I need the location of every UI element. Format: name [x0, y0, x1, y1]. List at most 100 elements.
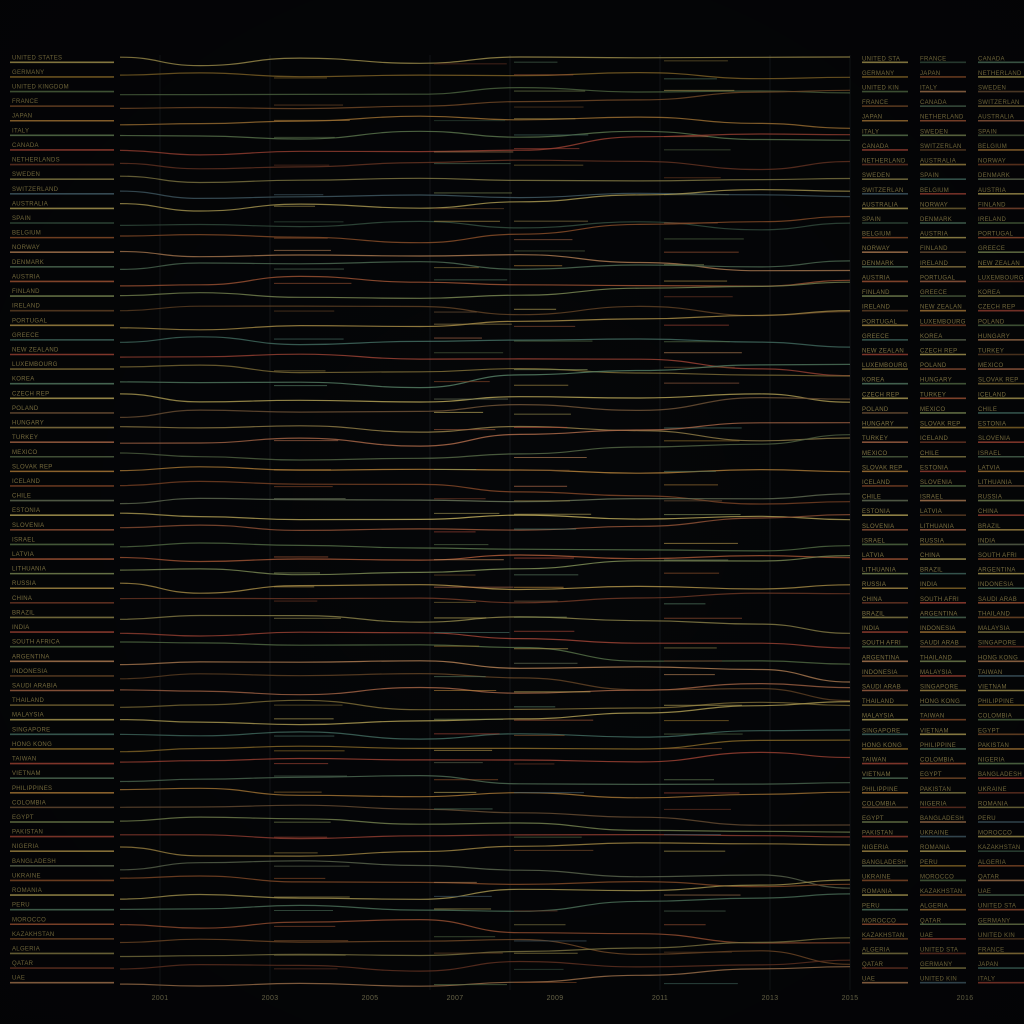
- series-right-label: INDIA: [920, 582, 938, 588]
- series-left-label: CANADA: [12, 143, 39, 149]
- axis-tick-label: 2003: [262, 995, 279, 1002]
- series-right-label: BRAZIL: [978, 524, 1001, 530]
- series-left-label: GREECE: [12, 333, 39, 339]
- series-left-label: EGYPT: [12, 815, 34, 821]
- series-right-label: SLOVAK REP: [978, 378, 1019, 384]
- series-right-label: ESTONIA: [862, 509, 890, 515]
- series-right-label: NEW ZEALAN: [862, 348, 904, 354]
- series-right-label: SWITZERLAN: [978, 100, 1020, 106]
- series-left-label: UNITED KINGDOM: [12, 85, 69, 91]
- series-right-label: LATVIA: [862, 553, 884, 559]
- series-left-label: ICELAND: [12, 479, 40, 485]
- series-right-label: KOREA: [978, 290, 1001, 296]
- series-right-label: SWEDEN: [862, 173, 890, 179]
- series-right-label: LATVIA: [920, 509, 942, 515]
- series-right-label: THAILAND: [978, 611, 1010, 617]
- series-left-label: AUSTRALIA: [12, 201, 48, 207]
- series-left-label: LITHUANIA: [12, 567, 46, 573]
- series-left-label: ROMANIA: [12, 888, 42, 894]
- series-left-label: COLOMBIA: [12, 800, 46, 806]
- series-right-label: BANGLADESH: [978, 772, 1022, 778]
- series-left-label: HONG KONG: [12, 742, 52, 748]
- series-right-label: UNITED KIN: [920, 977, 957, 983]
- series-right-label: UNITED KIN: [978, 933, 1015, 939]
- series-right-label: BRAZIL: [920, 568, 943, 574]
- series-right-label: SAUDI ARAB: [920, 641, 959, 647]
- series-left-label: NORWAY: [12, 245, 40, 251]
- series-right-label: PAKISTAN: [862, 831, 893, 837]
- series-right-label: MEXICO: [978, 363, 1004, 369]
- axis-tick-label: 2007: [447, 995, 464, 1002]
- axis-tick-label: 2011: [652, 995, 668, 1002]
- series-right-label: COLOMBIA: [862, 801, 896, 807]
- series-right-label: CANADA: [920, 100, 947, 106]
- series-right-label: ICELAND: [978, 392, 1006, 398]
- series-right-label: ARGENTINA: [862, 655, 900, 661]
- series-right-label: VIETNAM: [862, 772, 891, 778]
- series-right-label: SLOVENIA: [862, 524, 894, 530]
- series-right-label: HONG KONG: [862, 743, 902, 749]
- series-right-label: NEW ZEALAN: [978, 261, 1020, 267]
- series-left-label: NIGERIA: [12, 844, 39, 850]
- series-right-label: SLOVAK REP: [920, 422, 961, 428]
- series-left-label: MALAYSIA: [12, 713, 44, 719]
- series-left-label: POLAND: [12, 406, 39, 412]
- series-right-label: BANGLADESH: [920, 816, 964, 822]
- series-right-label: MEXICO: [862, 451, 888, 457]
- series-right-label: NIGERIA: [862, 845, 889, 851]
- series-left-label: NETHERLANDS: [12, 158, 60, 164]
- series-right-label: PERU: [920, 860, 938, 866]
- series-right-label: GERMANY: [862, 71, 894, 77]
- series-left-label: INDIA: [12, 625, 30, 631]
- series-left-label: IRELAND: [12, 304, 40, 310]
- series-left-label: KAZAKHSTAN: [12, 932, 55, 938]
- series-right-label: UKRAINE: [862, 874, 891, 880]
- series-left-label: GERMANY: [12, 70, 44, 76]
- series-right-label: NIGERIA: [920, 801, 947, 807]
- axis-tick-label: 2013: [762, 995, 779, 1002]
- series-right-label: PORTUGAL: [920, 275, 956, 281]
- series-left-label: CHILE: [12, 494, 31, 500]
- series-left-label: NEW ZEALAND: [12, 347, 59, 353]
- series-right-label: ITALY: [978, 977, 995, 983]
- series-right-label: PHILIPPINE: [978, 699, 1014, 705]
- series-right-label: UAE: [862, 977, 875, 983]
- series-right-label: SOUTH AFRI: [978, 553, 1017, 559]
- series-right-label: ISRAEL: [978, 451, 1002, 457]
- series-right-label: SINGAPORE: [978, 641, 1016, 647]
- series-right-label: UNITED STA: [978, 904, 1016, 910]
- series-right-label: HONG KONG: [978, 655, 1018, 661]
- series-right-label: UKRAINE: [978, 787, 1007, 793]
- series-right-label: SAUDI ARAB: [978, 597, 1017, 603]
- series-right-label: SPAIN: [920, 173, 939, 179]
- series-right-label: ISRAEL: [862, 538, 886, 544]
- series-right-label: KAZAKHSTAN: [978, 845, 1021, 851]
- series-right-label: GERMANY: [920, 962, 952, 968]
- series-right-label: BELGIUM: [978, 144, 1007, 150]
- series-left-label: UNITED STATES: [12, 55, 62, 61]
- series-right-label: POLAND: [862, 407, 889, 413]
- series-right-label: AUSTRALIA: [978, 115, 1014, 121]
- series-right-label: COLOMBIA: [978, 714, 1012, 720]
- series-right-label: HONG KONG: [920, 699, 960, 705]
- series-left-label: INDONESIA: [12, 669, 48, 675]
- series-right-label: ALGERIA: [978, 860, 1006, 866]
- series-right-label: INDIA: [862, 626, 880, 632]
- series-right-label: LITHUANIA: [862, 568, 896, 574]
- series-right-label: SINGAPORE: [862, 728, 900, 734]
- series-right-label: LUXEMBOURG: [862, 363, 908, 369]
- series-right-label: ICELAND: [862, 480, 890, 486]
- series-right-label: TURKEY: [920, 392, 946, 398]
- series-right-label: BELGIUM: [920, 188, 949, 194]
- series-left-label: BELGIUM: [12, 231, 41, 237]
- series-right-label: THAILAND: [862, 699, 894, 705]
- axis-tick-label: 2005: [362, 995, 379, 1002]
- series-right-label: PORTUGAL: [978, 232, 1014, 238]
- series-left-label: LUXEMBOURG: [12, 362, 58, 368]
- series-right-label: UKRAINE: [920, 831, 949, 837]
- series-right-label: CZECH REP: [862, 392, 899, 398]
- series-right-label: INDONESIA: [920, 626, 956, 632]
- series-right-label: JAPAN: [920, 71, 940, 77]
- series-right-label: MOROCCO: [862, 918, 896, 924]
- series-right-label: PHILIPPINE: [862, 787, 898, 793]
